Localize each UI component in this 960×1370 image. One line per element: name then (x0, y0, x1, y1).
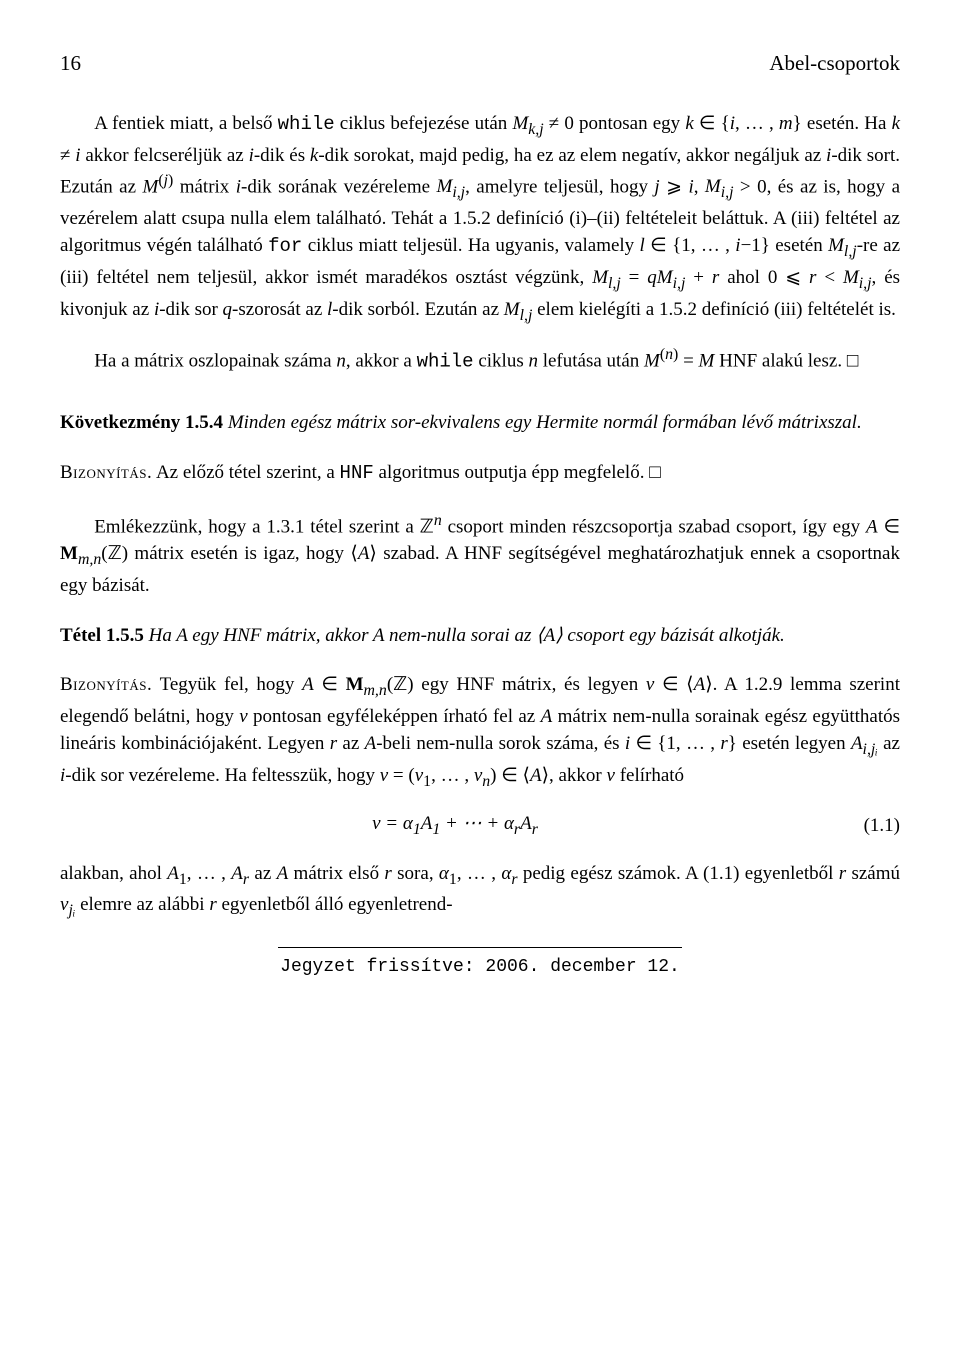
corollary-label: Következmény 1.5.4 (60, 412, 223, 433)
proof-2: Bizonyítás. Tegyük fel, hogy A ∈ Mm,n(ℤ)… (60, 671, 900, 794)
body-paragraph-3: Emlékezzünk, hogy a 1.3.1 tétel szerint … (60, 510, 900, 600)
corollary-1-5-4: Következmény 1.5.4 Minden egész mátrix s… (60, 409, 900, 437)
page-number: 16 (60, 48, 81, 78)
equation-number: (1.1) (850, 812, 900, 840)
body-paragraph-4: alakban, ahol A1, … , Ar az A mátrix els… (60, 860, 900, 923)
equation-1-1: v = α1A1 + ⋯ + αrAr (1.1) (60, 810, 900, 842)
theorem-1-5-5: Tétel 1.5.5 Ha A egy HNF mátrix, akkor A… (60, 622, 900, 650)
body-paragraph-2: Ha a mátrix oszlopainak száma n, akkor a… (60, 344, 900, 376)
proof-label: Bizonyítás. (60, 462, 152, 483)
equation-body: v = α1A1 + ⋯ + αrAr (60, 810, 850, 842)
footer-text: Jegyzet frissítve: 2006. december 12. (60, 954, 900, 980)
theorem-label: Tétel 1.5.5 (60, 625, 144, 646)
proof-label-2: Bizonyítás. (60, 674, 152, 695)
theorem-text: Ha A egy HNF mátrix, akkor A nem-nulla s… (149, 625, 785, 646)
chapter-title: Abel-csoportok (769, 48, 900, 78)
corollary-text: Minden egész mátrix sor-ekvivalens egy H… (228, 412, 862, 433)
body-paragraph-1: A fentiek miatt, a belső while ciklus be… (60, 110, 900, 327)
footer-rule (278, 947, 681, 948)
proof-1: Bizonyítás. Az előző tétel szerint, a HN… (60, 459, 900, 488)
page-header: 16 Abel-csoportok (60, 48, 900, 78)
